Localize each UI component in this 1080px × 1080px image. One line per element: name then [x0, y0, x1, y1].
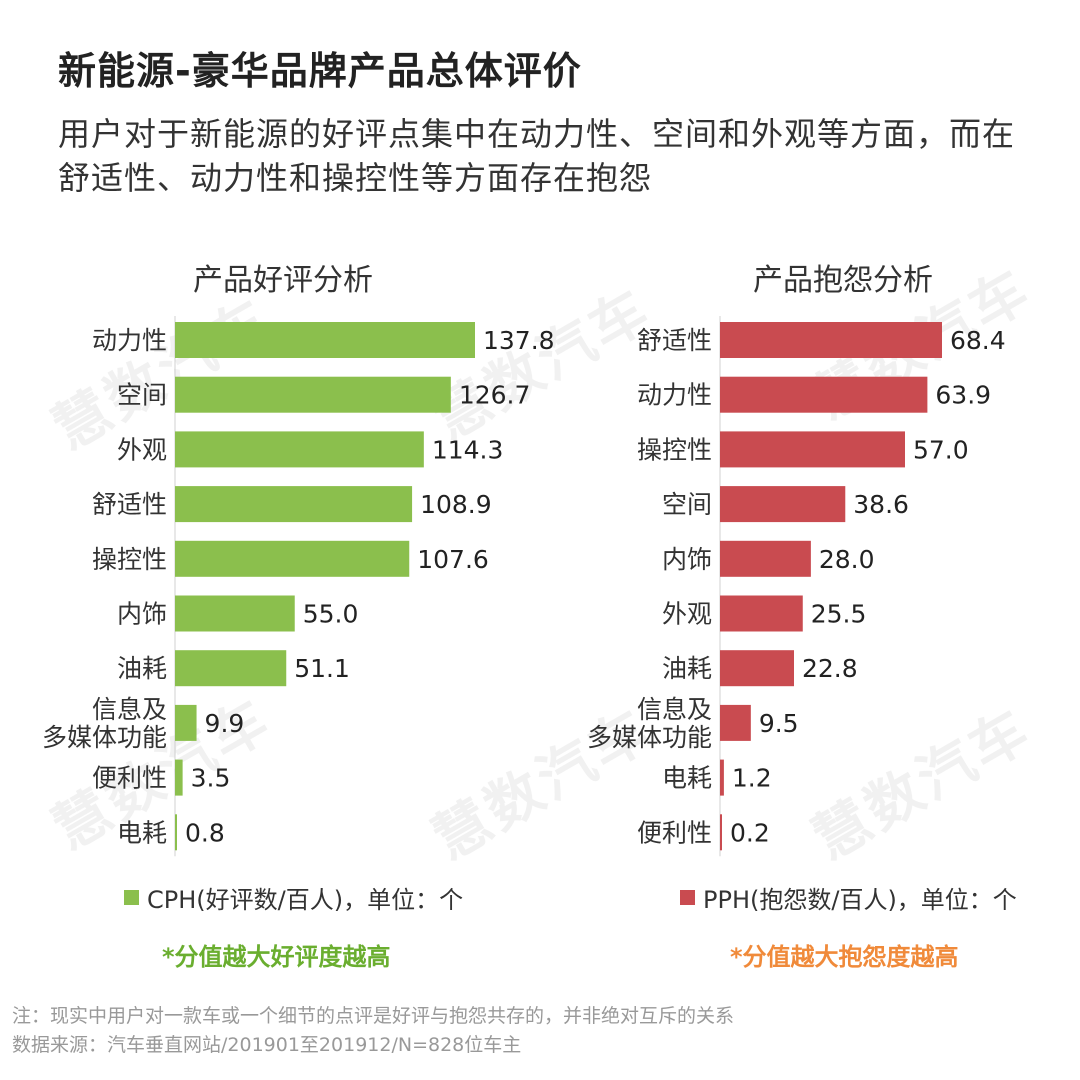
footnote-note: 注：现实中用户对一款车或一个细节的点评是好评与抱怨共存的，并非绝对互斥的关系 [12, 1005, 735, 1027]
category-label-line: 多媒体功能 [587, 723, 712, 752]
category-label: 内饰 [662, 545, 712, 574]
category-label: 空间 [662, 490, 712, 519]
category-label: 动力性 [92, 326, 167, 355]
value-label: 38.6 [853, 490, 909, 519]
value-label: 22.8 [802, 654, 858, 683]
chart-title: 产品抱怨分析 [753, 263, 933, 298]
page-title: 新能源-豪华品牌产品总体评价 [58, 49, 582, 93]
value-label: 28.0 [819, 545, 875, 574]
value-label: 55.0 [303, 600, 359, 629]
value-label: 0.8 [185, 818, 225, 847]
bar [720, 540, 811, 577]
category-label: 信息及多媒体功能 [587, 695, 712, 752]
value-label: 0.2 [730, 818, 770, 847]
bar [720, 759, 724, 796]
category-label: 电耗 [662, 764, 712, 793]
bar [175, 431, 424, 468]
category-label: 操控性 [92, 545, 167, 574]
category-label: 内饰 [117, 600, 167, 629]
bar [720, 431, 905, 468]
value-label: 137.8 [483, 326, 555, 355]
category-label: 油耗 [662, 654, 712, 683]
category-label: 电耗 [117, 818, 167, 847]
bar [175, 595, 295, 632]
page-subtitle: 用户对于新能源的好评点集中在动力性、空间和外观等方面，而在舒适性、动力性和操控性… [58, 115, 1016, 197]
bar [720, 376, 928, 413]
category-label: 信息及多媒体功能 [42, 695, 167, 752]
bar [175, 704, 197, 741]
bar [720, 650, 794, 687]
category-label: 外观 [662, 600, 712, 629]
category-label-line: 信息及 [92, 695, 167, 724]
bar [175, 322, 475, 358]
bar [720, 322, 942, 358]
category-label: 操控性 [637, 435, 712, 464]
category-label: 舒适性 [92, 490, 167, 519]
positive-legend-label: CPH(好评数/百人)，单位：个 [147, 886, 464, 914]
value-label: 1.2 [732, 764, 772, 793]
chart-title: 产品好评分析 [193, 263, 373, 298]
category-label: 空间 [117, 381, 167, 410]
bar [175, 650, 287, 687]
category-label-line: 多媒体功能 [42, 723, 167, 752]
value-label: 25.5 [811, 600, 867, 629]
category-label: 外观 [117, 435, 167, 464]
category-label: 动力性 [637, 381, 712, 410]
value-label: 9.5 [759, 709, 799, 738]
value-label: 108.9 [420, 490, 492, 519]
bar [720, 814, 722, 851]
value-label: 51.1 [294, 654, 350, 683]
bar [720, 704, 751, 741]
value-label: 114.3 [432, 435, 504, 464]
value-label: 57.0 [913, 435, 969, 464]
category-label: 油耗 [117, 654, 167, 683]
bar [175, 540, 410, 577]
footnote-source: 数据来源：汽车垂直网站/201901至201912/N=828位车主 [12, 1034, 522, 1056]
value-label: 63.9 [935, 381, 991, 410]
positive-legend: CPH(好评数/百人)，单位：个 [124, 880, 463, 915]
bar [720, 486, 846, 523]
bar [175, 814, 177, 851]
positive-legend-swatch [124, 890, 139, 905]
bar [175, 759, 183, 796]
value-label: 126.7 [459, 381, 531, 410]
negative-legend: PPH(抱怨数/百人)，单位：个 [680, 880, 1017, 915]
category-label: 便利性 [637, 818, 712, 847]
value-label: 68.4 [950, 326, 1006, 355]
bar [720, 595, 803, 632]
negative-note: *分值越大抱怨度越高 [730, 943, 959, 971]
value-label: 107.6 [417, 545, 489, 574]
value-label: 9.9 [205, 709, 245, 738]
bar [175, 376, 451, 413]
negative-legend-swatch [680, 890, 695, 905]
bar [175, 486, 413, 523]
category-label: 舒适性 [637, 326, 712, 355]
value-label: 3.5 [191, 764, 231, 793]
category-label-line: 信息及 [637, 695, 712, 724]
negative-legend-label: PPH(抱怨数/百人)，单位：个 [703, 886, 1017, 914]
positive-note: *分值越大好评度越高 [162, 943, 391, 971]
category-label: 便利性 [92, 764, 167, 793]
